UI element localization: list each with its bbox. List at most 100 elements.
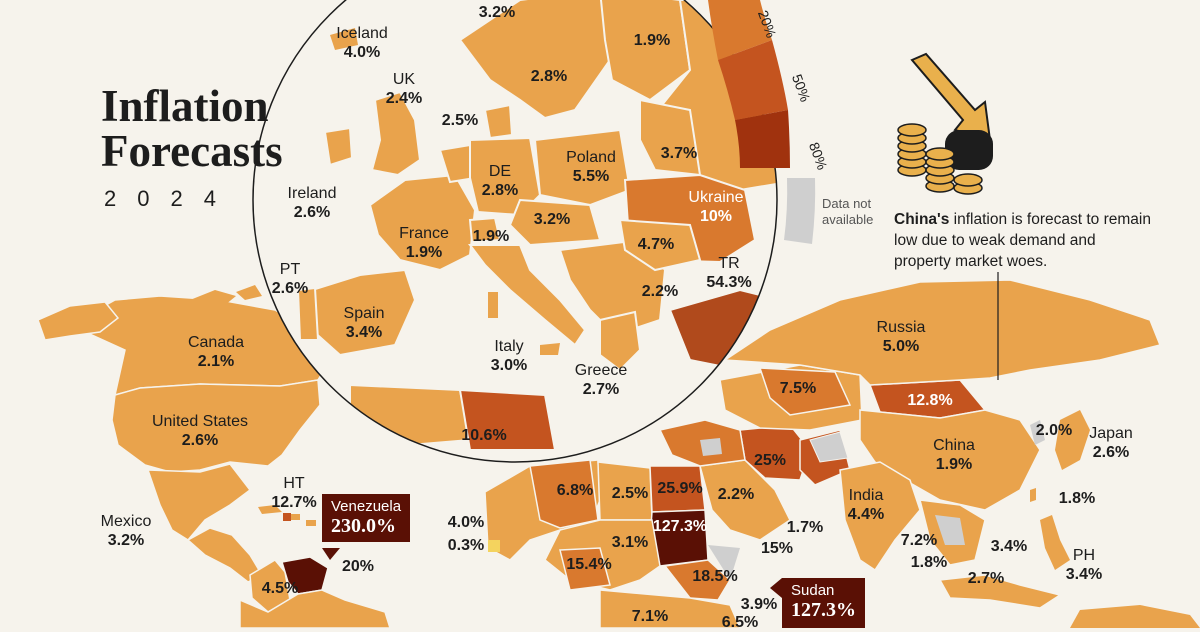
greece-shape [599, 310, 642, 372]
label-iceland: Iceland 4.0% [336, 25, 388, 61]
indonesia-shape [938, 574, 1062, 609]
france-shape [368, 173, 477, 272]
europe-zoom-map [296, 0, 777, 452]
label-uk: UK 2.4% [385, 71, 423, 107]
syria-shape [700, 438, 722, 456]
title-line-2: Forecasts [101, 126, 283, 176]
china-note: China's inflation is forecast to remain … [894, 209, 1154, 272]
title-year: 2024 [104, 186, 237, 211]
afghanistan-shape [809, 431, 849, 463]
value-bulgaria: 2.2% [641, 283, 679, 300]
scandinavia-shape [458, 0, 642, 120]
romania-shape [618, 218, 702, 272]
mauritania-strip [488, 540, 500, 552]
label-ireland: Ireland 2.6% [287, 185, 337, 221]
uk-shape [370, 90, 422, 177]
venezuela-pointer [322, 548, 340, 560]
value-mongolia: 12.8% [907, 392, 953, 409]
label-india: India 4.4% [847, 487, 885, 523]
page-title: Inflation Forecasts [101, 84, 283, 174]
venezuela-callout-value: 230.0% [331, 515, 396, 537]
china-shape [859, 409, 1041, 511]
label-france: France 1.9% [399, 225, 449, 261]
value-norway: 3.2% [478, 4, 516, 21]
value-colombia: 4.5% [261, 580, 299, 597]
myanmar-shape [935, 515, 965, 545]
taiwan-shape [1030, 488, 1036, 502]
sudan-callout-value: 127.3% [791, 599, 856, 621]
label-mexico: Mexico 3.2% [100, 513, 152, 549]
label-tr: TR 54.3% [706, 255, 752, 291]
korea-shape [1030, 420, 1045, 445]
nigeria-shape [559, 547, 611, 591]
note-text: inflation is forecast to remain low due … [894, 211, 1151, 270]
south-america-shape [239, 589, 391, 628]
value-sweden: 2.8% [530, 68, 568, 85]
legend-scale [708, 0, 816, 244]
japan-shape [1055, 410, 1090, 470]
note-country: China's [894, 211, 950, 228]
label-spain: Spain 3.4% [343, 305, 385, 341]
kazakhstan-shape [758, 367, 852, 416]
value-egypt: 25.9% [657, 480, 703, 497]
label-pt: PT 2.6% [271, 261, 309, 297]
value-taiwan: 1.8% [1058, 490, 1096, 507]
label-ph: PH 3.4% [1065, 547, 1103, 583]
label-italy: Italy 3.0% [490, 338, 528, 374]
alaska-shape [37, 301, 120, 341]
sudan-callout-name: Sudan [791, 582, 835, 599]
venezuela-callout: Venezuela 230.0% [322, 494, 411, 542]
value-drc: 7.1% [631, 608, 669, 625]
venezuela-callout-name: Venezuela [331, 498, 402, 515]
legend-segment-80 [735, 110, 790, 168]
label-greece: Greece 2.7% [574, 362, 628, 398]
value-indonesia: 2.7% [967, 570, 1005, 587]
value-iran: 25% [753, 452, 787, 469]
baltics-shape [639, 98, 702, 177]
falling-coins-icon [897, 52, 993, 195]
value-tanzania: 6.5% [721, 614, 759, 631]
arctic-islands [190, 285, 262, 305]
value-sri-lanka: 7.2% [900, 532, 938, 549]
value-mauritania: 4.0% [447, 514, 485, 531]
sardinia-sicily [488, 292, 560, 355]
value-yemen: 15% [760, 540, 794, 557]
switzerland-shape [468, 216, 502, 244]
haiti-shape [283, 513, 291, 521]
label-us: United States 2.6% [151, 413, 249, 449]
label-china: China 1.9% [933, 437, 975, 473]
mexico-shape [146, 463, 252, 541]
label-ht: HT 12.7% [271, 475, 317, 511]
legend-segment-50 [718, 40, 788, 120]
philippines-shape [1040, 515, 1070, 570]
south-africa-region-shape [599, 589, 741, 628]
denmark-shape [483, 103, 514, 140]
finland-shape [598, 0, 692, 102]
value-ethiopia: 18.5% [692, 568, 738, 585]
value-netherlands: 2.5% [441, 112, 479, 129]
label-canada: Canada 2.1% [187, 334, 245, 370]
sudan-callout: Sudan 127.3% [782, 578, 865, 628]
label-de: DE 2.8% [481, 163, 519, 199]
asia-landmass [658, 279, 1200, 628]
iceland-shape [330, 28, 358, 50]
ethiopia-shape [663, 559, 731, 601]
austria-czech-shape [508, 198, 602, 247]
italy-shape [468, 244, 587, 347]
europe-zoom-border [252, 0, 778, 463]
sudan-pointer [770, 578, 782, 598]
value-sudan-map: 127.3% [652, 518, 708, 535]
ireland-shape [323, 126, 354, 167]
value-switzerland: 1.9% [472, 228, 510, 245]
value-romania: 4.7% [637, 236, 675, 253]
label-russia: Russia 5.0% [876, 319, 926, 355]
russia-shape [722, 279, 1162, 386]
value-korea: 2.0% [1035, 422, 1073, 439]
value-guyana: 20% [341, 558, 375, 575]
legend-na-label: Data not available [822, 196, 880, 228]
label-poland: Poland 5.5% [566, 149, 616, 185]
americas-landmass [37, 285, 391, 628]
value-kazakhstan: 7.5% [779, 380, 817, 397]
us-shape [111, 379, 321, 473]
